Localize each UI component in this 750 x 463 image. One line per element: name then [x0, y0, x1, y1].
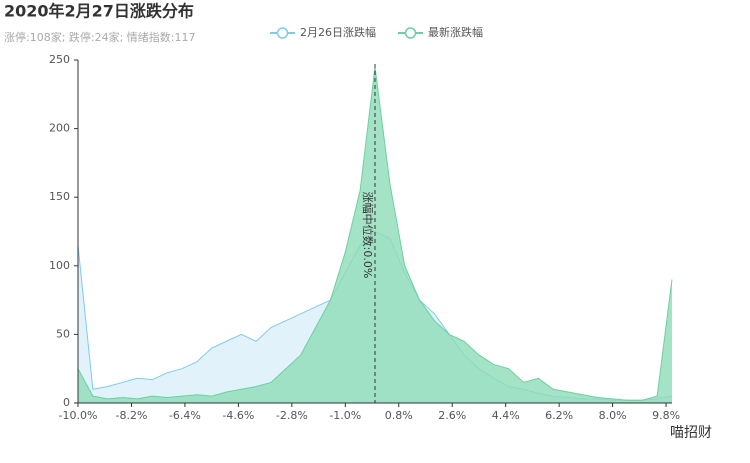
x-tick-label: -6.4%: [169, 409, 201, 422]
x-tick-label: 6.2%: [545, 409, 573, 422]
y-tick-label: 50: [56, 327, 70, 340]
x-tick-label: -8.2%: [115, 409, 147, 422]
y-tick-label: 0: [63, 396, 70, 409]
legend-label[interactable]: 2月26日涨跌幅: [300, 25, 376, 39]
median-label: 涨幅中位数:0.0%: [361, 192, 375, 279]
watermark: 喵招财: [670, 425, 712, 441]
x-tick-label: 9.8%: [652, 409, 680, 422]
y-tick-label: 150: [49, 190, 70, 203]
x-tick-label: -4.6%: [222, 409, 254, 422]
y-tick-label: 100: [49, 259, 70, 272]
x-tick-label: -10.0%: [59, 409, 98, 422]
y-tick-label: 200: [49, 122, 70, 135]
x-tick-label: 4.4%: [492, 409, 520, 422]
legend-marker[interactable]: [276, 27, 289, 39]
legend-label[interactable]: 最新涨跌幅: [428, 25, 483, 39]
legend-marker[interactable]: [404, 27, 417, 39]
x-tick-label: 8.0%: [599, 409, 627, 422]
x-tick-label: 2.6%: [438, 409, 466, 422]
x-tick-label: -2.8%: [276, 409, 308, 422]
chart-subtitle: 涨停:108家; 跌停:24家; 情绪指数:117: [4, 30, 196, 44]
x-tick-label: -1.0%: [329, 409, 361, 422]
y-tick-label: 250: [49, 53, 70, 66]
chart-title: 2020年2月27日涨跌分布: [4, 2, 194, 21]
x-tick-label: 0.8%: [385, 409, 413, 422]
